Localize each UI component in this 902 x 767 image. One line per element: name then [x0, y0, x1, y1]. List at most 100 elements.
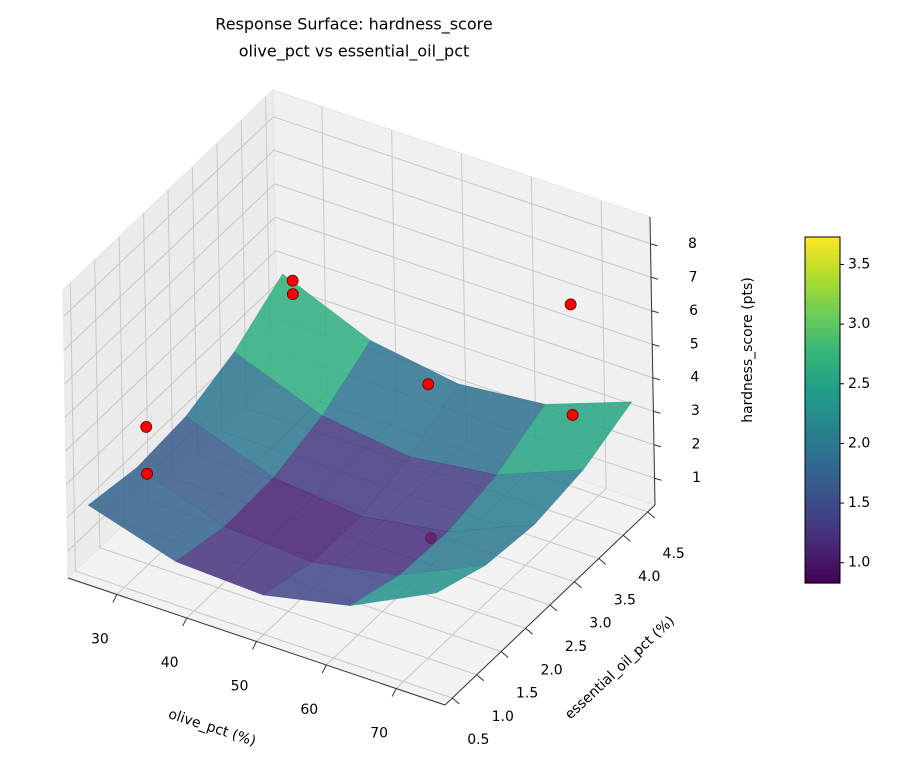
colorbar-swatch — [805, 241, 840, 247]
y-tick-label: 0.5 — [467, 732, 489, 748]
colorbar-swatch — [805, 500, 840, 506]
y-tick-label: 2.0 — [540, 662, 562, 678]
colorbar-swatch — [805, 483, 840, 489]
y-tick — [500, 651, 509, 658]
colorbar-tick-label: 2.0 — [848, 435, 870, 451]
grid-line — [65, 250, 277, 452]
y-tick — [476, 674, 485, 682]
x-tick-label: 60 — [300, 702, 318, 718]
z-tick-label: 4 — [690, 370, 699, 386]
z-tick-label: 3 — [691, 403, 700, 419]
y-tick-label: 3.5 — [614, 592, 636, 608]
colorbar-swatch — [805, 466, 840, 472]
grid-line — [276, 283, 654, 412]
colorbar-swatch — [805, 461, 840, 467]
colorbar-swatch — [805, 561, 840, 567]
colorbar-swatch — [805, 384, 840, 389]
x-tick-label: 50 — [231, 679, 249, 695]
surface-patch — [349, 564, 486, 606]
z-tick — [652, 377, 660, 381]
colorbar-swatch — [805, 388, 840, 394]
colorbar-frame — [804, 236, 841, 584]
colorbar-swatch — [805, 574, 840, 580]
z-tick — [650, 243, 658, 247]
x-tick — [391, 688, 397, 697]
z-tick-label: 5 — [690, 336, 699, 352]
z-axis-label: hardness_score (pts) — [740, 277, 756, 423]
x-axis-line — [67, 577, 446, 706]
colorbar-swatch — [805, 327, 840, 333]
grid-line — [273, 116, 651, 245]
colorbar-swatch — [805, 254, 840, 260]
colorbar-swatch — [805, 474, 840, 480]
y-axis-label: essential_oil_pct (%) — [562, 613, 678, 723]
colorbar-swatch — [805, 496, 840, 502]
z-tick-label: 1 — [692, 470, 701, 486]
y-tick — [622, 534, 631, 542]
x-tick — [321, 664, 327, 674]
colorbar-swatch — [805, 492, 840, 498]
colorbar-swatch — [805, 379, 840, 385]
colorbar-swatch — [805, 345, 840, 351]
grid-line — [63, 149, 275, 351]
colorbar-swatch — [805, 371, 840, 376]
colorbar-swatch — [805, 444, 840, 450]
colorbar-swatch — [805, 245, 840, 251]
grid-line — [600, 200, 607, 489]
x-tick — [182, 617, 188, 627]
colorbar-swatch — [805, 570, 840, 575]
chart-subtitle: olive_pct vs essential_oil_pct — [239, 42, 470, 62]
y-tick-label: 3.0 — [589, 616, 611, 632]
colorbar-swatch — [805, 422, 840, 428]
colorbar-swatch — [805, 410, 840, 415]
colorbar-swatch — [805, 332, 840, 338]
y-tick-label: 4.5 — [663, 546, 685, 562]
colorbar-swatch — [805, 548, 840, 554]
grid-line — [275, 250, 653, 379]
colorbar-swatch — [805, 323, 840, 329]
colorbar-swatch — [805, 358, 840, 364]
x-tick — [112, 594, 118, 603]
grid-line — [274, 183, 652, 312]
z-tick-label: 8 — [688, 236, 697, 252]
y-axis-line — [444, 504, 656, 706]
data-point — [422, 378, 435, 391]
colorbar-swatch — [805, 557, 840, 562]
colorbar-swatch — [805, 301, 840, 307]
colorbar-swatch — [805, 518, 840, 524]
grid-line — [64, 183, 275, 385]
y-tick-label: 4.0 — [638, 569, 660, 585]
grid-line — [66, 283, 277, 485]
x-tick-label: 40 — [161, 655, 179, 671]
colorbar-swatch — [805, 535, 840, 541]
grid-line — [99, 547, 477, 676]
colorbar-swatch — [805, 544, 840, 549]
colorbar-swatch — [805, 258, 840, 264]
grid-line — [69, 283, 76, 572]
data-point — [286, 274, 299, 287]
colorbar-swatch — [805, 375, 840, 381]
colorbar-swatch — [805, 306, 840, 312]
colorbar-swatch — [805, 457, 840, 463]
colorbar-swatch — [805, 237, 840, 242]
colorbar-swatch — [805, 513, 840, 519]
x-tick — [252, 641, 257, 650]
colorbar-swatch — [805, 288, 840, 294]
grid-line — [64, 216, 276, 418]
colorbar-swatch — [805, 280, 840, 286]
colorbar-swatch — [805, 578, 840, 584]
colorbar-swatch — [805, 267, 840, 273]
colorbar-swatch — [805, 552, 840, 558]
z-axis-line — [649, 216, 656, 506]
grid-line — [273, 149, 652, 278]
x-tick-label: 30 — [91, 631, 109, 647]
colorbar-swatch — [805, 526, 840, 532]
y-tick — [647, 511, 655, 519]
y-tick-label: 2.5 — [565, 639, 587, 655]
data-point — [140, 421, 153, 433]
colorbar-swatch — [805, 353, 840, 359]
z-tick — [650, 276, 659, 280]
colorbar-swatch — [805, 262, 840, 268]
z-tick — [653, 444, 662, 448]
colorbar-swatch — [805, 314, 840, 320]
